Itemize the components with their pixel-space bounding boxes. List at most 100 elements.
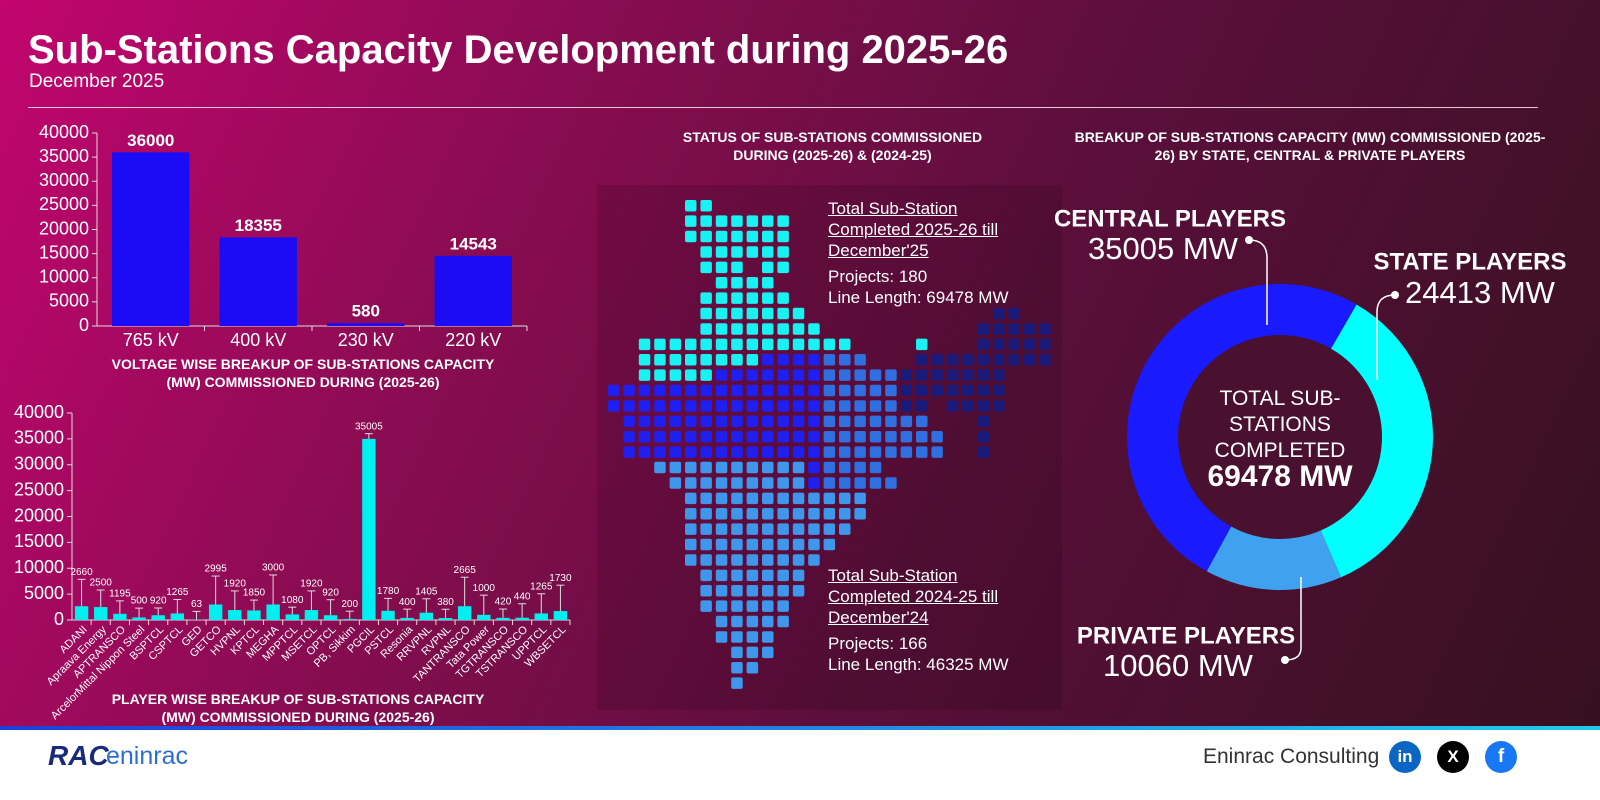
y-tick-label: 0 <box>54 609 64 629</box>
map-dot <box>823 446 836 458</box>
map-dot <box>700 538 712 551</box>
map-dot <box>993 338 1005 351</box>
map-dot <box>777 431 789 443</box>
map-dot <box>762 477 774 489</box>
map-dot <box>854 446 866 458</box>
map-dot <box>700 384 712 397</box>
map-dot <box>669 369 682 381</box>
map-dot <box>700 261 712 274</box>
map-dot <box>823 492 836 505</box>
map-dot <box>608 384 620 397</box>
map-dot <box>685 446 697 458</box>
value-label: 500 <box>131 596 148 607</box>
map-dot <box>777 600 789 612</box>
value-label: 1195 <box>109 589 131 600</box>
map-dot <box>916 415 928 428</box>
map-dot <box>715 615 728 628</box>
map-dot <box>731 585 743 597</box>
map-dot <box>685 415 697 428</box>
map-dot <box>746 523 759 535</box>
bar <box>343 618 357 620</box>
value-label: 1265 <box>530 581 553 592</box>
map-dot <box>746 554 759 566</box>
value-label: 420 <box>495 597 512 608</box>
map-dot <box>916 446 928 458</box>
map-dot <box>792 384 805 397</box>
map-dot <box>869 369 882 381</box>
map-dot <box>777 554 789 566</box>
map-dot <box>885 477 897 489</box>
map-dot <box>762 631 774 643</box>
map-dot <box>762 215 774 227</box>
map-dot <box>839 400 851 412</box>
map-dot <box>715 585 728 597</box>
value-label: 200 <box>341 599 358 610</box>
map-dot <box>715 477 728 489</box>
map-dot <box>746 323 759 335</box>
map-dot <box>1023 338 1036 351</box>
map-dot <box>808 354 820 366</box>
map-dot <box>731 384 743 397</box>
bar <box>327 323 405 326</box>
bar <box>477 614 491 620</box>
map-dot <box>731 461 743 474</box>
map-dot <box>623 400 635 412</box>
value-label: 2660 <box>70 567 93 578</box>
facebook-icon[interactable]: f <box>1485 741 1517 773</box>
map-dot <box>700 369 712 381</box>
map-dot <box>854 492 866 505</box>
map-dot <box>746 246 759 258</box>
map-dot <box>669 477 682 489</box>
map-dot <box>685 200 697 212</box>
map-dot <box>792 508 805 520</box>
map-dot <box>808 400 820 412</box>
map-dot <box>746 461 759 474</box>
map-dot <box>916 338 928 351</box>
map-dot <box>900 369 913 381</box>
map-dot <box>762 246 774 258</box>
map-dot <box>869 400 882 412</box>
footer-bar <box>0 726 1600 730</box>
map-dot <box>654 446 666 458</box>
value-label: 1850 <box>243 588 266 599</box>
map-dot <box>762 277 774 289</box>
bar <box>151 615 165 620</box>
chart-canvas: 0500010000150002000025000300003500040000… <box>14 132 1433 689</box>
map-dot <box>715 277 728 289</box>
map-dot <box>700 431 712 443</box>
map-dot <box>685 215 697 227</box>
map-dot <box>685 508 697 520</box>
linkedin-icon[interactable]: in <box>1389 741 1421 773</box>
map-dot <box>869 384 882 397</box>
map-dot <box>700 446 712 458</box>
map-dot <box>731 477 743 489</box>
map-dot <box>808 477 820 489</box>
map-dot <box>777 615 789 628</box>
map-dot <box>746 492 759 505</box>
chart-title: VOLTAGE WISE BREAKUP OF SUB-STATIONS CAP… <box>111 356 495 390</box>
map-dot <box>777 215 789 227</box>
y-tick-label: 25000 <box>14 479 64 499</box>
x-icon[interactable]: X <box>1437 741 1469 773</box>
map-dot <box>731 523 743 535</box>
map-dot <box>916 369 928 381</box>
map-dot <box>715 246 728 258</box>
map-dot <box>808 323 820 335</box>
y-tick-label: 5000 <box>24 583 64 603</box>
map-dot <box>762 585 774 597</box>
map-projects: Projects: 166 <box>828 634 928 653</box>
map-dot <box>715 538 728 551</box>
map-dot <box>746 446 759 458</box>
map-dot <box>700 477 712 489</box>
map-dot <box>839 369 851 381</box>
map-dot <box>685 523 697 535</box>
map-dot <box>762 446 774 458</box>
slice-value: 10060 MW <box>1103 648 1254 683</box>
map-dot <box>962 369 974 381</box>
map-dot <box>762 461 774 474</box>
map-dot <box>808 369 820 381</box>
map-dot <box>685 230 697 243</box>
map-dot <box>823 415 836 428</box>
map-dot <box>792 554 805 566</box>
map-dot <box>792 354 805 366</box>
